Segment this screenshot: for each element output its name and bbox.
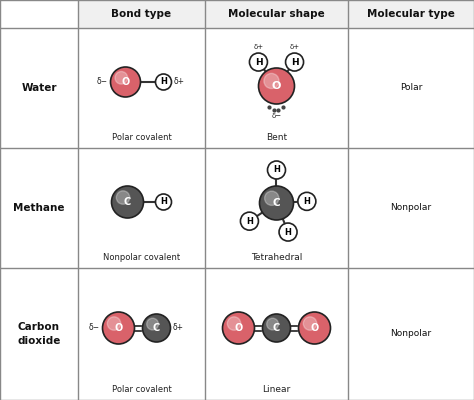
Text: C: C	[273, 198, 280, 208]
Circle shape	[258, 68, 294, 104]
Circle shape	[107, 317, 121, 330]
Text: Polar covalent: Polar covalent	[111, 134, 172, 142]
Text: H: H	[160, 78, 167, 86]
Circle shape	[143, 314, 171, 342]
Text: H: H	[284, 228, 292, 236]
Text: Water: Water	[21, 83, 57, 93]
Text: O: O	[310, 323, 319, 333]
Text: Bond type: Bond type	[111, 9, 172, 19]
Circle shape	[264, 191, 279, 205]
Circle shape	[158, 196, 164, 203]
Circle shape	[299, 312, 330, 344]
Text: Methane: Methane	[13, 203, 65, 213]
Circle shape	[146, 318, 158, 330]
Text: Polar: Polar	[400, 84, 422, 92]
Text: O: O	[272, 81, 281, 91]
Circle shape	[222, 312, 255, 344]
Text: δ+: δ+	[254, 44, 264, 50]
Circle shape	[249, 53, 267, 71]
Text: Linear: Linear	[263, 386, 291, 394]
Text: δ+: δ+	[290, 44, 300, 50]
Text: δ−: δ−	[272, 113, 282, 119]
Text: O: O	[121, 77, 129, 87]
Text: Nonpolar covalent: Nonpolar covalent	[103, 254, 180, 262]
Text: H: H	[273, 166, 280, 174]
Text: Bent: Bent	[266, 134, 287, 142]
Circle shape	[243, 215, 251, 222]
Circle shape	[155, 74, 172, 90]
Text: H: H	[291, 58, 298, 66]
Text: Carbon
dioxide: Carbon dioxide	[18, 322, 61, 346]
Circle shape	[228, 317, 241, 330]
Circle shape	[155, 194, 172, 210]
Text: Molecular type: Molecular type	[367, 9, 455, 19]
Text: O: O	[114, 323, 123, 333]
Circle shape	[303, 317, 317, 330]
Text: C: C	[273, 323, 280, 333]
Circle shape	[102, 312, 135, 344]
Circle shape	[115, 72, 128, 84]
Circle shape	[116, 191, 130, 204]
Circle shape	[288, 56, 296, 63]
Circle shape	[285, 53, 303, 71]
Circle shape	[240, 212, 258, 230]
Text: H: H	[160, 198, 167, 206]
Circle shape	[279, 223, 297, 241]
Circle shape	[259, 186, 293, 220]
Text: H: H	[246, 217, 253, 226]
Text: Polar covalent: Polar covalent	[111, 386, 172, 394]
Text: δ+: δ+	[173, 78, 184, 86]
Circle shape	[110, 67, 140, 97]
Text: H: H	[303, 197, 310, 206]
Text: Nonpolar: Nonpolar	[391, 204, 431, 212]
Text: H: H	[255, 58, 262, 66]
Circle shape	[267, 318, 278, 330]
Text: δ−: δ−	[97, 78, 108, 86]
Text: C: C	[153, 323, 160, 333]
Bar	[78, 0, 474, 28]
Text: Tetrahedral: Tetrahedral	[251, 254, 302, 262]
Circle shape	[263, 314, 291, 342]
Circle shape	[111, 186, 144, 218]
Circle shape	[270, 164, 278, 171]
Text: O: O	[234, 323, 243, 333]
Text: C: C	[124, 197, 131, 207]
Text: δ−: δ−	[89, 324, 100, 332]
Text: Nonpolar: Nonpolar	[391, 330, 431, 338]
Circle shape	[264, 73, 279, 88]
Circle shape	[158, 76, 164, 83]
Circle shape	[267, 161, 285, 179]
Circle shape	[252, 56, 260, 63]
Text: δ+: δ+	[173, 324, 183, 332]
Text: Molecular shape: Molecular shape	[228, 9, 325, 19]
Circle shape	[282, 226, 289, 233]
Circle shape	[298, 192, 316, 210]
Circle shape	[301, 195, 308, 203]
